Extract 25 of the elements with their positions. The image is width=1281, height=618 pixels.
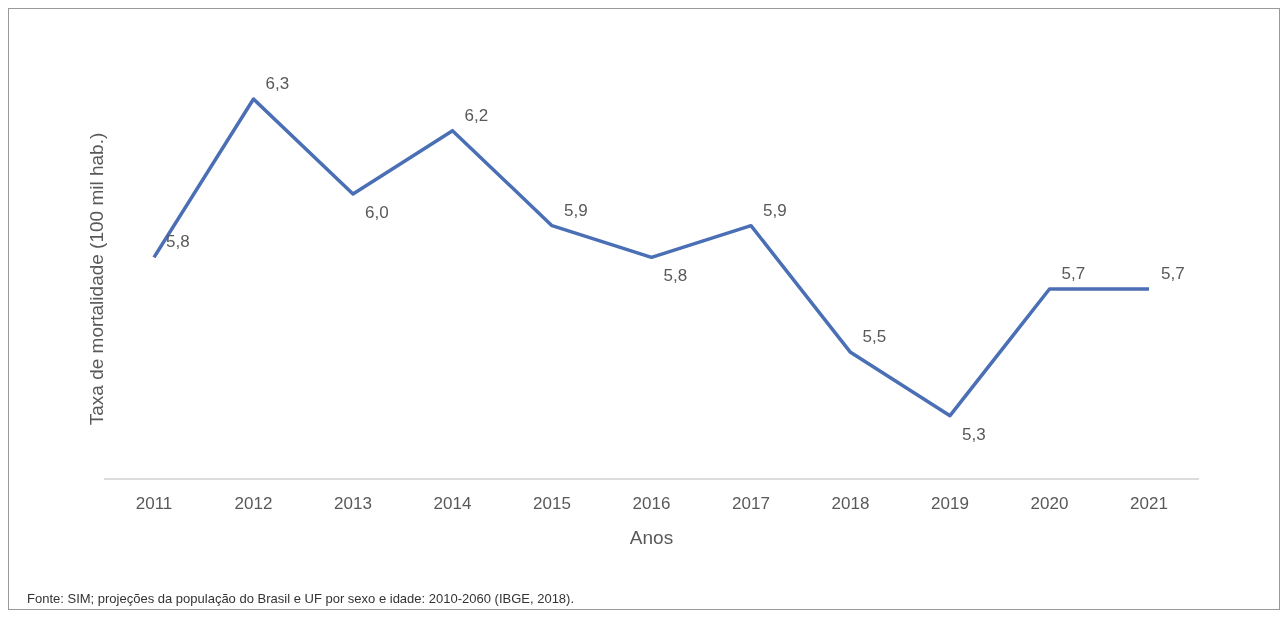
x-tick-label: 2021 [1130, 494, 1168, 514]
data-label: 5,7 [1061, 264, 1086, 283]
x-tick-label: 2018 [831, 494, 870, 514]
source-note: Fonte: SIM; projeções da população do Brasil e UF por sexo e idade: 2010-2060 (IBGE, 2018). [27, 591, 575, 606]
x-axis-title: Anos [629, 527, 674, 548]
data-label: 6,2 [464, 105, 489, 125]
x-tick-label: 2012 [234, 494, 273, 514]
y-axis-title: Taxa de mortalidade (100 mil hab.) [86, 132, 108, 426]
data-label: 5,8 [166, 232, 190, 252]
data-label: 6,3 [265, 74, 290, 93]
data-label: 5,5 [862, 327, 887, 347]
x-tick-label: 2019 [931, 494, 969, 514]
data-label: 6,0 [365, 203, 389, 222]
data-label: 5,8 [663, 266, 688, 286]
data-label: 5,7 [1161, 264, 1185, 283]
data-label: 5,9 [564, 200, 588, 220]
x-tick-label: 2017 [732, 494, 770, 514]
x-tick-label: 2014 [433, 494, 472, 514]
x-tick-label: 2016 [632, 494, 671, 514]
x-tick-label: 2020 [1030, 494, 1069, 514]
x-tick-label: 2011 [135, 494, 173, 514]
x-tick-label: 2013 [334, 494, 372, 514]
x-tick-label: 2015 [533, 494, 571, 514]
data-label: 5,9 [763, 200, 787, 220]
data-label: 5,3 [962, 424, 986, 444]
